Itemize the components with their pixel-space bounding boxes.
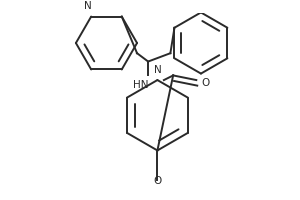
Text: N: N <box>84 1 92 11</box>
Text: O: O <box>153 176 161 186</box>
Text: O: O <box>202 78 210 88</box>
Text: HN: HN <box>133 80 148 90</box>
Text: N: N <box>154 65 161 75</box>
